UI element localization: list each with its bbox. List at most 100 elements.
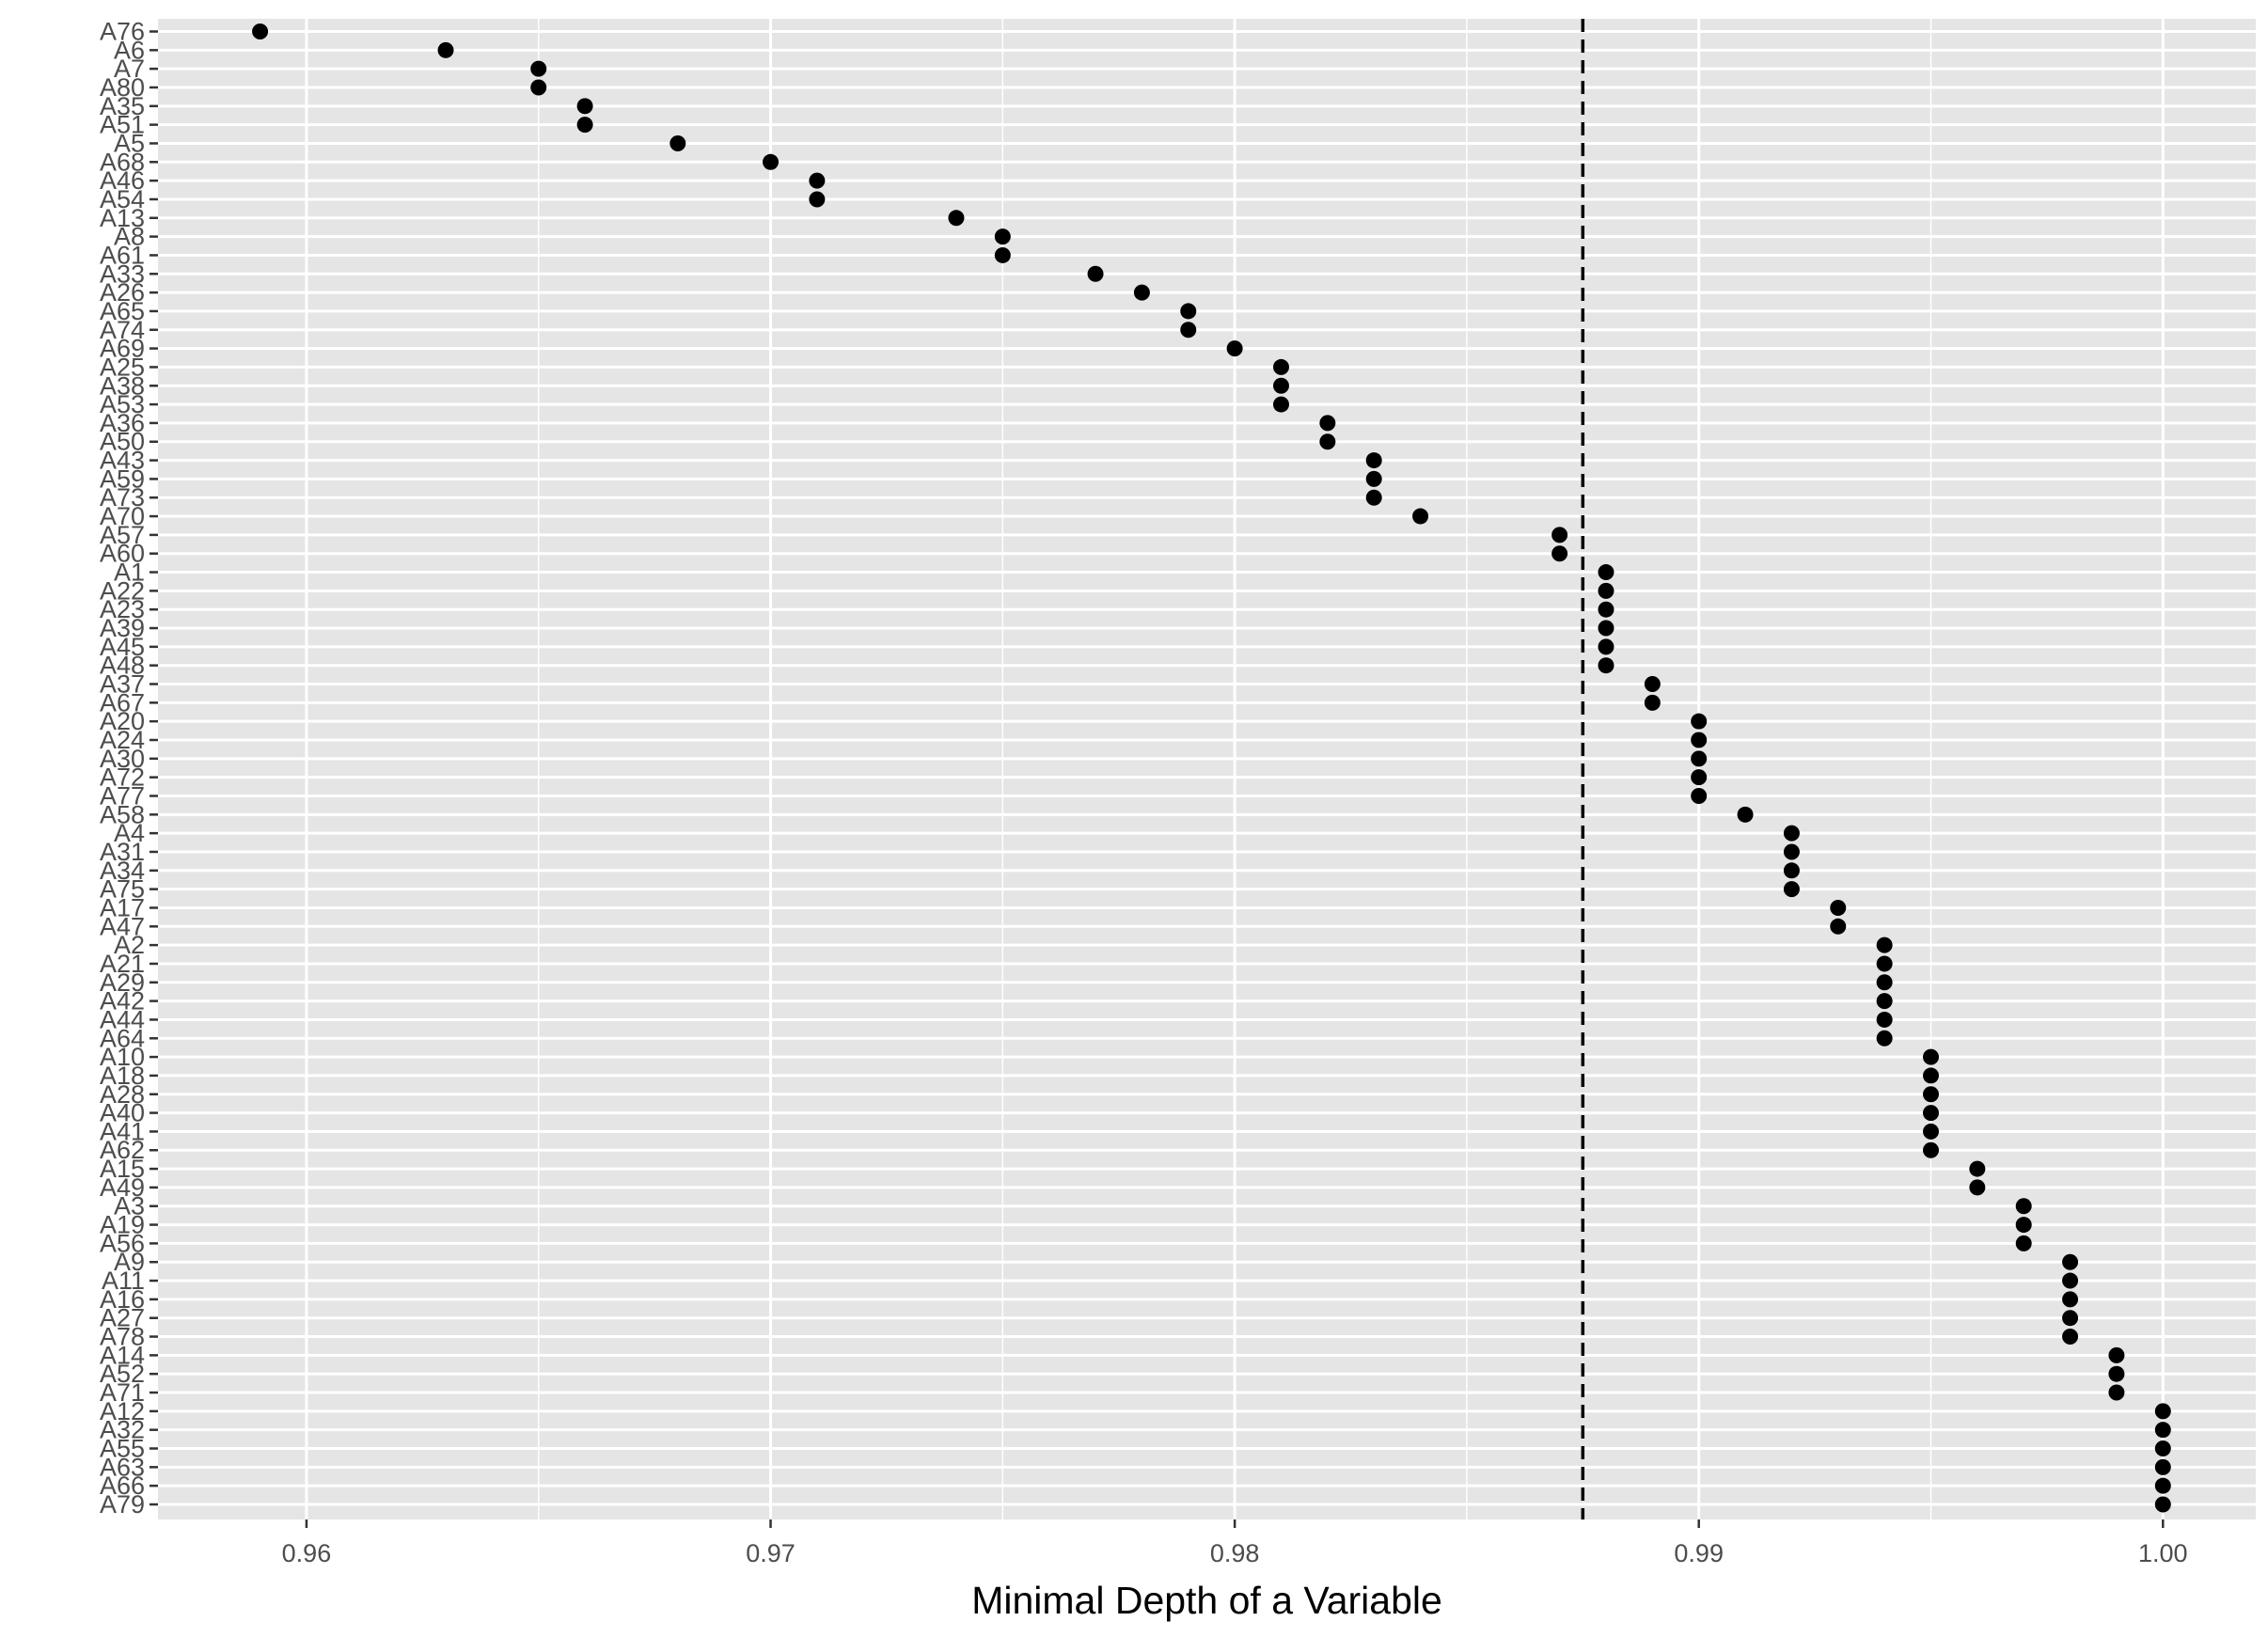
y-tick-label: A14 <box>100 1341 145 1369</box>
data-point-a52 <box>2108 1365 2125 1382</box>
data-point-a76 <box>252 24 269 39</box>
data-point-a36 <box>1319 415 1336 432</box>
y-tick-label: A60 <box>100 540 145 568</box>
y-tick-label: A70 <box>100 502 145 530</box>
y-tick-label: A9 <box>114 1248 145 1276</box>
data-point-a8 <box>994 228 1011 245</box>
y-tick-label: A15 <box>100 1155 145 1183</box>
y-tick-label: A47 <box>100 912 145 940</box>
y-tick-label: A17 <box>100 893 145 921</box>
y-tick-label: A37 <box>100 670 145 699</box>
y-tick-label: A79 <box>100 1490 145 1519</box>
x-axis-ticks: 0.96 0.97 0.98 0.99 1.00 <box>282 1519 2188 1567</box>
y-tick-label: A28 <box>100 1080 145 1109</box>
y-tick-label: A45 <box>100 633 145 661</box>
x-tick-label: 0.99 <box>1674 1539 1724 1567</box>
y-tick-label: A64 <box>100 1024 145 1052</box>
y-tick-label: A4 <box>114 819 145 847</box>
y-tick-label: A33 <box>100 260 145 288</box>
x-tick-label: 0.96 <box>282 1539 332 1567</box>
data-point-a56 <box>2015 1235 2032 1251</box>
y-tick-label: A61 <box>100 241 145 269</box>
y-tick-label: A24 <box>100 726 145 754</box>
y-tick-label: A23 <box>100 595 145 623</box>
data-point-a47 <box>1830 918 1847 935</box>
y-tick-label: A43 <box>100 447 145 475</box>
y-tick-label: A21 <box>100 950 145 978</box>
data-point-a41 <box>1922 1123 1939 1140</box>
y-tick-label: A36 <box>100 409 145 437</box>
data-point-a44 <box>1876 1011 1893 1028</box>
y-tick-label: A7 <box>114 55 145 83</box>
data-point-a2 <box>1876 937 1893 953</box>
y-tick-label: A50 <box>100 428 145 456</box>
y-tick-label: A74 <box>100 316 145 344</box>
x-gridlines <box>305 19 2165 1519</box>
data-point-a58 <box>1737 806 1754 823</box>
data-point-a50 <box>1319 433 1336 450</box>
data-point-a26 <box>1133 284 1150 301</box>
y-tick-label: A76 <box>100 18 145 46</box>
y-tick-label: A57 <box>100 521 145 549</box>
data-point-a51 <box>576 117 593 134</box>
data-point-a42 <box>1876 993 1893 1010</box>
y-tick-label: A69 <box>100 335 145 363</box>
y-tick-label: A3 <box>114 1192 145 1220</box>
data-point-a9 <box>2062 1253 2079 1270</box>
data-point-a72 <box>1691 769 1708 786</box>
y-tick-label: A30 <box>100 745 145 773</box>
y-tick-label: A52 <box>100 1360 145 1388</box>
y-tick-label: A5 <box>114 129 145 157</box>
y-tick-label: A68 <box>100 148 145 176</box>
y-tick-label: A54 <box>100 185 145 213</box>
data-point-a75 <box>1783 881 1800 898</box>
data-point-a55 <box>2154 1440 2171 1457</box>
data-point-a60 <box>1551 545 1568 562</box>
y-tick-label: A12 <box>100 1397 145 1425</box>
data-point-a18 <box>1922 1067 1939 1084</box>
data-point-a67 <box>1644 694 1661 711</box>
y-tick-label: A51 <box>100 111 145 139</box>
y-tick-label: A19 <box>100 1211 145 1239</box>
y-tick-label: A8 <box>114 223 145 251</box>
y-tick-label: A53 <box>100 390 145 418</box>
x-tick-label: 0.97 <box>746 1539 795 1567</box>
y-tick-label: A41 <box>100 1117 145 1145</box>
y-tick-label: A55 <box>100 1435 145 1463</box>
y-tick-label: A13 <box>100 204 145 232</box>
y-tick-label: A38 <box>100 371 145 400</box>
y-tick-label: A1 <box>114 559 145 587</box>
data-point-a17 <box>1830 899 1847 916</box>
y-tick-label: A26 <box>100 278 145 307</box>
data-point-a22 <box>1598 582 1614 599</box>
data-point-a14 <box>2108 1346 2125 1363</box>
y-tick-label: A49 <box>100 1173 145 1202</box>
y-tick-label: A39 <box>100 614 145 642</box>
y-tick-label: A27 <box>100 1304 145 1332</box>
data-point-a32 <box>2154 1422 2171 1439</box>
data-point-a66 <box>2154 1477 2171 1494</box>
y-tick-label: A16 <box>100 1285 145 1314</box>
data-point-a49 <box>1969 1179 1986 1196</box>
data-point-a15 <box>1969 1160 1986 1177</box>
data-point-a46 <box>809 172 826 189</box>
data-point-a54 <box>809 191 826 208</box>
data-point-a21 <box>1876 955 1893 972</box>
data-point-a65 <box>1180 303 1197 320</box>
data-point-a53 <box>1272 396 1289 413</box>
data-point-a25 <box>1272 358 1289 375</box>
data-point-a62 <box>1922 1141 1939 1158</box>
y-tick-label: A44 <box>100 1005 145 1033</box>
y-tick-label: A29 <box>100 968 145 997</box>
y-tick-label: A71 <box>100 1378 145 1407</box>
y-tick-label: A34 <box>100 857 145 885</box>
y-tick-label: A59 <box>100 464 145 493</box>
data-point-a61 <box>994 246 1011 263</box>
data-point-a71 <box>2108 1384 2125 1401</box>
y-tick-label: A18 <box>100 1062 145 1090</box>
y-tick-label: A6 <box>114 36 145 64</box>
y-gridlines <box>158 30 2256 1506</box>
y-tick-label: A80 <box>100 73 145 102</box>
y-tick-label: A22 <box>100 576 145 605</box>
